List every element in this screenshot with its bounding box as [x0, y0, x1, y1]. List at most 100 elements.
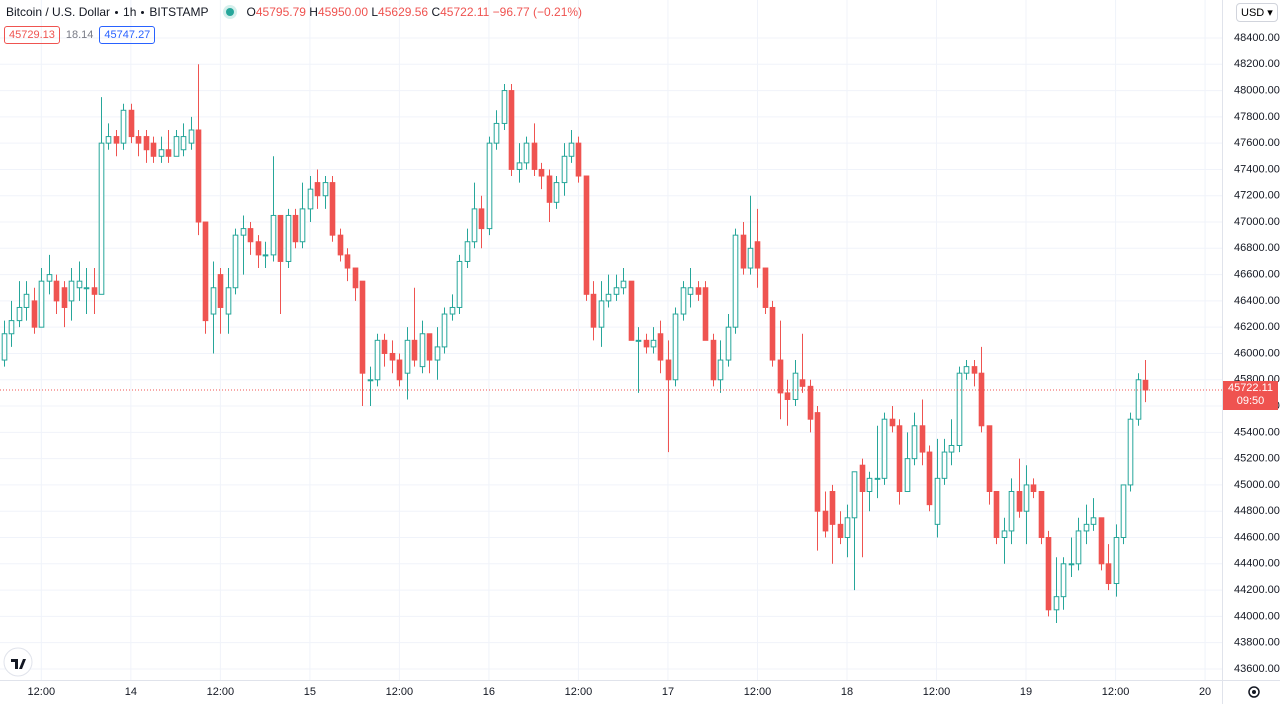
candle-body [150, 142, 157, 157]
candle-body [911, 425, 918, 460]
y-tick-label: 44600.00 [1234, 531, 1280, 543]
candle-body [493, 122, 500, 144]
candle-body [277, 214, 284, 262]
candle-body [352, 267, 359, 289]
candle-body [934, 477, 941, 525]
candle-body [143, 136, 150, 151]
candle-body [91, 287, 98, 295]
candle-body [948, 444, 955, 453]
candle-body [792, 372, 799, 400]
candle-body [919, 425, 926, 453]
candle-body [1060, 563, 1067, 598]
candle-body [896, 425, 903, 492]
candle-body [464, 241, 471, 262]
x-tick-label: 12:00 [1102, 686, 1130, 698]
x-tick-label: 12:00 [923, 686, 951, 698]
x-tick-label: 12:00 [207, 686, 235, 698]
candle-body [657, 333, 664, 361]
candle-body [941, 451, 948, 479]
symbol: Bitcoin / U.S. Dollar [6, 5, 111, 19]
candle-body [538, 168, 545, 177]
candle-body [866, 477, 873, 492]
exchange: BITSTAMP [149, 5, 209, 19]
y-tick-label: 47600.00 [1234, 137, 1280, 149]
candle-body [665, 359, 672, 381]
candle-body [426, 333, 433, 361]
interval: 1h [123, 5, 137, 19]
candle-body [8, 320, 15, 335]
candle-body [486, 142, 493, 230]
candle-body [1016, 490, 1023, 512]
candle-body [904, 458, 911, 492]
candle-body [120, 109, 127, 144]
candle-body [695, 287, 702, 295]
y-tick-label: 45200.00 [1234, 453, 1280, 465]
l-value: 45629.56 [378, 5, 429, 19]
candle-body [38, 280, 45, 328]
candle-body [814, 412, 821, 512]
candle-body [784, 392, 791, 400]
ohlc: O 45795.79 H 45950.00 L 45629.56 C 45722.11 … [247, 5, 583, 19]
candle-body [1105, 563, 1112, 585]
candle-body [225, 287, 232, 315]
candle-body [76, 280, 83, 289]
candle-body [165, 149, 172, 157]
y-tick-label: 48000.00 [1234, 84, 1280, 96]
candle-body [590, 293, 597, 328]
candle-body [322, 182, 329, 197]
candle-body [128, 109, 135, 138]
candle-body [971, 366, 978, 374]
candle-body [456, 260, 463, 308]
candle-body [307, 188, 314, 210]
candle-body [299, 208, 306, 243]
y-tick-label: 46200.00 [1234, 321, 1280, 333]
y-tick-label: 47800.00 [1234, 111, 1280, 123]
bid[interactable]: 45729.13 [4, 26, 60, 44]
c-value: 45722.11 [440, 5, 490, 19]
candle-body [83, 287, 90, 290]
y-tick-label: 46400.00 [1234, 295, 1280, 307]
candle-body [105, 136, 112, 144]
candle-body [478, 208, 485, 230]
candle-body [158, 149, 165, 157]
candle-body [575, 142, 582, 177]
y-tick-label: 43800.00 [1234, 637, 1280, 649]
tv-logo [3, 647, 33, 677]
candle-body [717, 359, 724, 381]
countdown: 09:50 [1236, 395, 1265, 407]
candle-body [978, 372, 985, 427]
candle-body [501, 90, 508, 124]
candle-body [411, 339, 418, 361]
candle-body [449, 306, 456, 315]
candle-body [240, 228, 247, 236]
y-tick-label: 44000.00 [1234, 610, 1280, 622]
currency-button[interactable]: USD ▾ [1236, 3, 1278, 22]
candle-body [799, 379, 806, 387]
candle-body [441, 313, 448, 348]
ask[interactable]: 45747.27 [99, 26, 156, 44]
candle-body [993, 490, 1000, 539]
y-tick-label: 48400.00 [1234, 32, 1280, 44]
candle-body [180, 136, 187, 151]
candle-body [210, 287, 217, 315]
candle-body [16, 306, 23, 322]
candle-body [762, 267, 769, 308]
candle-body [837, 523, 844, 539]
y-tick-label: 46000.00 [1234, 347, 1280, 359]
candle-body [1127, 418, 1134, 486]
candle-body [508, 90, 515, 170]
settings-icon[interactable] [1248, 686, 1260, 698]
candle-body [851, 471, 858, 519]
candle-body [217, 274, 224, 308]
candle-body [844, 517, 851, 539]
o-value: 45795.79 [255, 5, 306, 19]
spread: 18.14 [65, 29, 94, 41]
x-tick-label: 20 [1199, 686, 1211, 698]
candle-body [553, 182, 560, 203]
candle-body [404, 339, 411, 374]
candle-body [329, 182, 336, 236]
candle-body [680, 287, 687, 315]
candle-body [1098, 517, 1105, 565]
candle-body [807, 385, 814, 420]
candle-body [188, 129, 195, 144]
